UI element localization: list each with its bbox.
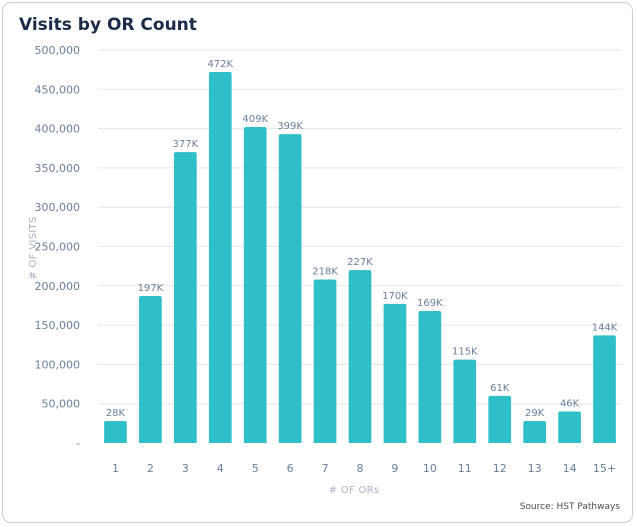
- x-tick-label-14: 14: [563, 462, 577, 475]
- x-tick-label-10: 10: [423, 462, 437, 475]
- bar-8: [348, 270, 372, 443]
- bar-4: [208, 72, 232, 444]
- x-tick-label-11: 11: [458, 462, 472, 475]
- source-note: Source: HST Pathways: [519, 502, 620, 512]
- data-label-5: 409K: [242, 114, 268, 125]
- y-tick-label: 300,000: [35, 201, 81, 214]
- x-tick-label-5: 5: [252, 462, 259, 475]
- data-label-10: 169K: [417, 298, 443, 309]
- x-tick-label-6: 6: [287, 462, 294, 475]
- y-tick-label: 450,000: [35, 83, 81, 96]
- y-tick-label: 250,000: [35, 241, 81, 254]
- x-tick-label-15+: 15+: [593, 462, 616, 475]
- data-label-2: 197K: [138, 283, 164, 294]
- y-axis-label: # OF VISITS: [28, 216, 39, 279]
- y-tick-label: 150,000: [35, 319, 81, 332]
- y-tick-label: 50,000: [42, 398, 81, 411]
- data-label-1: 28K: [106, 408, 126, 419]
- bar-10: [418, 310, 442, 443]
- bar-3: [173, 152, 197, 443]
- bar-11: [453, 359, 477, 443]
- data-label-15+: 144K: [592, 322, 618, 333]
- x-tick-label-8: 8: [357, 462, 364, 475]
- bar-15+: [593, 335, 616, 443]
- data-label-4: 472K: [207, 59, 233, 70]
- x-axis-label: # OF ORs: [329, 485, 380, 496]
- bar-13: [523, 420, 547, 443]
- y-tick-label: 350,000: [35, 162, 81, 175]
- data-label-12: 61K: [490, 383, 510, 394]
- bar-7: [313, 279, 337, 443]
- data-label-14: 46K: [560, 399, 580, 410]
- x-tick-label-9: 9: [391, 462, 398, 475]
- data-label-6: 399K: [277, 121, 303, 132]
- bars: [104, 72, 616, 444]
- x-tick-label-13: 13: [528, 462, 542, 475]
- x-tick-label-12: 12: [493, 462, 507, 475]
- bar-6: [278, 134, 302, 444]
- y-tick-label: 200,000: [35, 280, 81, 293]
- bar-14: [558, 411, 581, 443]
- y-tick-label: 400,000: [35, 123, 81, 136]
- data-label-8: 227K: [347, 257, 373, 268]
- y-tick-label: -: [76, 437, 80, 450]
- y-axis-ticks: - 50,000 100,000 150,000 200,000 250,000 300,0…: [35, 44, 81, 450]
- x-axis-ticks: 1 2 3 4 5 6 7 8 9 10 11 12 13 14 15+: [112, 462, 616, 475]
- bar-9: [383, 303, 407, 443]
- x-tick-label-4: 4: [217, 462, 224, 475]
- chart-title: Visits by OR Count: [19, 15, 197, 35]
- x-tick-label-3: 3: [182, 462, 189, 475]
- data-label-7: 218K: [312, 267, 338, 278]
- bar-2: [139, 296, 162, 443]
- data-label-13: 29K: [525, 408, 545, 419]
- bar-12: [488, 395, 512, 443]
- x-tick-label-2: 2: [147, 462, 154, 475]
- data-label-11: 115K: [452, 347, 478, 358]
- y-tick-label: 500,000: [35, 44, 81, 57]
- data-label-3: 377K: [173, 139, 199, 150]
- x-tick-label-1: 1: [112, 462, 119, 475]
- data-labels: 28K 197K 377K 472K 409K 399K 218K 227K 170K 169K 1…: [106, 59, 618, 419]
- data-label-9: 170K: [382, 291, 408, 302]
- y-tick-label: 100,000: [35, 358, 81, 371]
- bar-1: [104, 420, 127, 443]
- x-tick-label-7: 7: [322, 462, 329, 475]
- bar-5: [243, 127, 267, 443]
